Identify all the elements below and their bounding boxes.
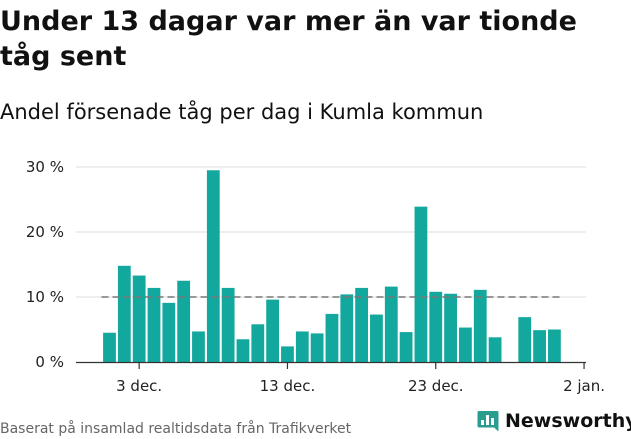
x-tick-label: 2 jan. [563, 377, 605, 395]
grid-layer [76, 166, 586, 298]
bar [518, 317, 532, 362]
bar [459, 327, 472, 362]
bar-chart: 0 % 10 % 20 % 30 % 3 dec. 13 dec. 23 dec. 2 ja… [26, 158, 605, 395]
bar [399, 332, 413, 362]
bar [533, 330, 546, 362]
bar [488, 337, 502, 362]
bar [206, 170, 220, 362]
newsworthy-logo: Newsworthy [476, 409, 631, 433]
y-tick-label: 0 % [35, 353, 64, 371]
bar [370, 314, 383, 362]
bar [192, 331, 205, 362]
x-tick-label: 3 dec. [116, 377, 162, 395]
bar [355, 287, 369, 362]
bar [444, 293, 457, 362]
brand-name: Newsworthy [505, 410, 631, 432]
bars [103, 170, 561, 362]
bar [117, 265, 131, 362]
bar [177, 280, 191, 362]
bar [103, 332, 116, 362]
y-tick-label: 20 % [26, 223, 64, 241]
bar [221, 287, 235, 362]
chart-subtitle: Andel försenade tåg per dag i Kumla komm… [0, 100, 484, 124]
bar [147, 287, 161, 362]
bar [251, 324, 265, 362]
chart-title: Under 13 dagar var mer än var tionde tåg… [0, 6, 577, 72]
bar [414, 206, 428, 362]
bar [236, 339, 250, 362]
bar [266, 299, 280, 362]
bar [384, 286, 398, 362]
bar [310, 333, 324, 362]
bar-chart-logo-icon [477, 411, 499, 432]
bar [325, 313, 339, 362]
bar [162, 302, 176, 362]
bar [281, 346, 294, 362]
source-note: Baserat på insamlad realtidsdata från Tr… [0, 421, 352, 437]
bar [429, 291, 443, 362]
bar [132, 275, 146, 362]
y-tick-label: 30 % [26, 158, 64, 176]
bar [340, 294, 354, 362]
bar [548, 329, 561, 362]
y-axis-ticks: 0 % 10 % 20 % 30 % [26, 158, 64, 371]
x-tick-label: 23 dec. [408, 377, 464, 395]
y-tick-label: 10 % [26, 288, 64, 306]
x-axis-ticks: 3 dec. 13 dec. 23 dec. 2 jan. [116, 362, 605, 395]
x-tick-label: 13 dec. [260, 377, 316, 395]
bar [295, 331, 309, 362]
bar [473, 289, 487, 362]
